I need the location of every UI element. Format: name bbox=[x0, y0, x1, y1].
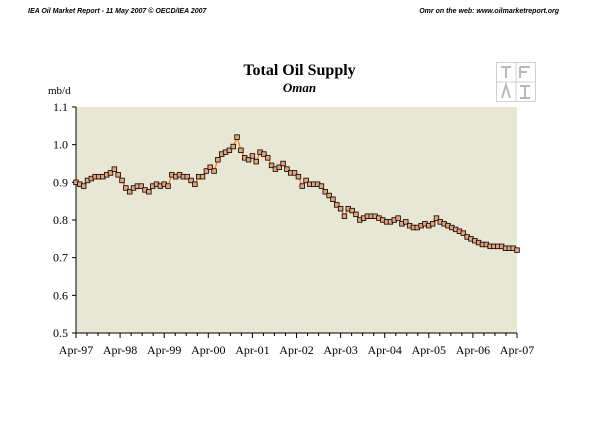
data-point-marker bbox=[268, 162, 275, 169]
data-point-marker bbox=[123, 185, 129, 191]
y-tick-labels: 0.5 0.6 0.7 0.8 0.9 1.0 1.1 bbox=[53, 100, 68, 340]
data-point-marker bbox=[238, 147, 244, 154]
data-point-marker bbox=[165, 183, 171, 189]
data-point-marker bbox=[199, 173, 206, 180]
data-point-marker bbox=[184, 173, 190, 180]
data-point-marker bbox=[192, 181, 198, 187]
x-tick-label: Apr-00 bbox=[191, 343, 225, 357]
data-point-marker bbox=[207, 164, 213, 170]
x-tick-label: Apr-97 bbox=[59, 343, 93, 357]
data-point-marker bbox=[295, 173, 302, 180]
data-point-marker bbox=[326, 192, 332, 199]
x-tick-label: Apr-06 bbox=[456, 343, 490, 357]
iea-logo-icon bbox=[496, 62, 536, 102]
data-point-marker bbox=[460, 230, 467, 236]
y-tick-label: 0.7 bbox=[53, 251, 68, 265]
data-point-marker bbox=[395, 215, 401, 221]
y-tick-label: 0.5 bbox=[53, 326, 68, 340]
header-website: Omr on the web: www.oilmarketreport.org bbox=[419, 8, 559, 15]
y-tick-label: 0.9 bbox=[53, 175, 68, 189]
y-axis-unit-label: mb/d bbox=[48, 85, 71, 97]
plot-area bbox=[76, 107, 517, 333]
data-point-marker bbox=[126, 189, 133, 195]
x-tick-label: Apr-98 bbox=[103, 343, 137, 357]
x-tick-label: Apr-01 bbox=[235, 343, 269, 357]
data-point-marker bbox=[226, 147, 233, 154]
x-tick-label: Apr-02 bbox=[279, 343, 313, 357]
chart-subtitle: Oman bbox=[282, 80, 317, 95]
data-point-marker bbox=[261, 151, 267, 157]
data-point-marker bbox=[303, 177, 309, 184]
data-point-marker bbox=[119, 177, 125, 184]
x-tick-label: Apr-99 bbox=[147, 343, 181, 357]
y-tick-label: 1.0 bbox=[53, 138, 68, 152]
data-point-marker bbox=[253, 158, 259, 165]
data-point-marker bbox=[403, 219, 409, 225]
y-tick-label: 0.8 bbox=[53, 213, 68, 227]
data-point-marker bbox=[353, 211, 359, 218]
data-point-marker bbox=[211, 168, 217, 174]
x-tick-label: Apr-05 bbox=[412, 343, 446, 357]
data-point-marker bbox=[138, 183, 144, 189]
x-tick-label: Apr-07 bbox=[500, 343, 534, 357]
data-point-marker bbox=[276, 164, 282, 170]
data-point-marker bbox=[514, 247, 520, 253]
data-point-marker bbox=[341, 213, 348, 219]
data-point-marker bbox=[115, 172, 121, 178]
series-markers bbox=[73, 134, 520, 253]
axes bbox=[72, 106, 518, 338]
data-point-marker bbox=[433, 215, 440, 221]
x-tick-labels: Apr-97 Apr-98 Apr-99 Apr-00 Apr-01 Apr-02 Apr-… bbox=[59, 343, 534, 357]
header-report-title: IEA Oil Market Report - 11 May 2007 © OE… bbox=[28, 8, 207, 15]
data-point-marker bbox=[188, 177, 194, 184]
data-point-marker bbox=[111, 166, 118, 172]
data-point-marker bbox=[80, 183, 87, 189]
data-point-marker bbox=[249, 153, 256, 159]
data-point-marker bbox=[265, 155, 271, 161]
data-point-marker bbox=[203, 168, 210, 174]
data-point-marker bbox=[318, 183, 325, 189]
data-point-marker bbox=[334, 202, 340, 208]
data-point-marker bbox=[280, 160, 286, 167]
x-tick-label: Apr-04 bbox=[367, 343, 401, 357]
y-tick-label: 1.1 bbox=[53, 100, 68, 114]
data-point-marker bbox=[146, 189, 152, 195]
data-point-marker bbox=[245, 157, 252, 163]
data-point-marker bbox=[330, 196, 336, 202]
data-point-marker bbox=[284, 166, 290, 172]
data-point-marker bbox=[234, 134, 240, 140]
data-point-marker bbox=[299, 183, 305, 189]
data-point-marker bbox=[337, 205, 344, 212]
data-point-marker bbox=[291, 170, 298, 176]
data-point-marker bbox=[230, 143, 236, 150]
data-point-marker bbox=[215, 157, 221, 163]
data-point-marker bbox=[322, 189, 328, 195]
y-tick-label: 0.6 bbox=[53, 288, 68, 302]
data-point-marker bbox=[349, 207, 355, 214]
chart-title: Total Oil Supply bbox=[243, 62, 356, 79]
x-tick-label: Apr-03 bbox=[323, 343, 357, 357]
data-point-marker bbox=[429, 221, 436, 227]
data-point-marker bbox=[107, 170, 114, 176]
